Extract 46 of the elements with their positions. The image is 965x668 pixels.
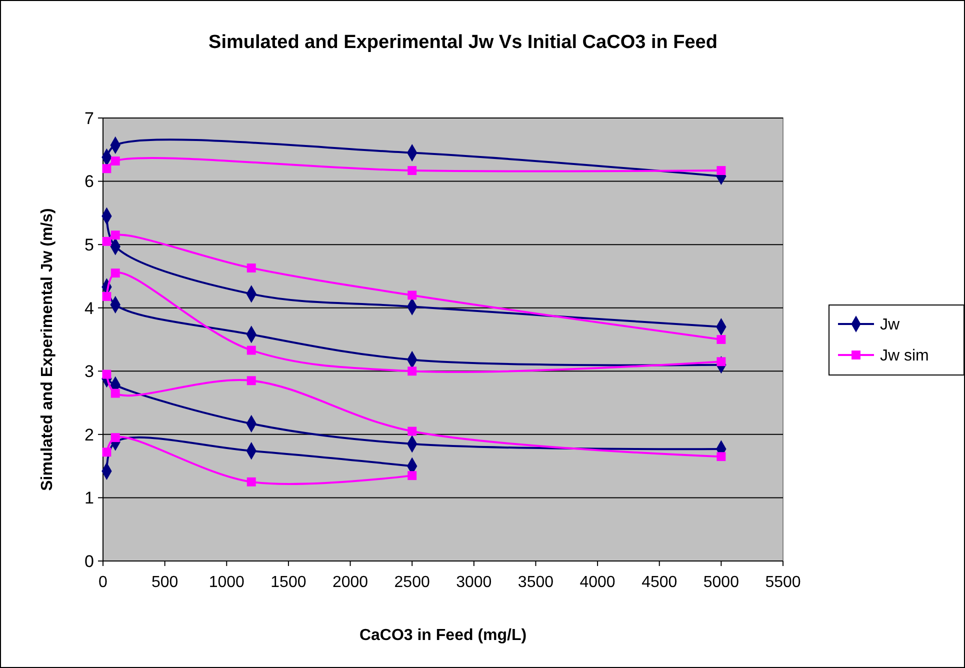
x-axis-title: CaCO3 in Feed (mg/L) bbox=[359, 627, 527, 644]
y-tick-label: 3 bbox=[84, 362, 94, 382]
y-tick-label: 1 bbox=[84, 488, 94, 508]
chart-title: Simulated and Experimental Jw Vs Initial CaCO3 in Feed bbox=[208, 32, 718, 53]
point bbox=[408, 366, 417, 376]
x-tick-label: 4500 bbox=[642, 574, 678, 591]
x-tick-label: 5500 bbox=[765, 574, 801, 591]
point bbox=[246, 477, 256, 486]
point bbox=[110, 433, 120, 442]
x-tick-label: 4000 bbox=[580, 574, 616, 591]
legend-label: Jw sim bbox=[880, 348, 929, 365]
point bbox=[408, 426, 417, 436]
y-tick-label: 4 bbox=[84, 298, 94, 318]
x-tick-label: 2000 bbox=[332, 574, 368, 591]
point bbox=[102, 448, 112, 457]
x-tick-label: 3500 bbox=[518, 574, 554, 591]
point bbox=[102, 236, 112, 246]
y-axis-title: Simulated and Experimental Jw (m/s) bbox=[39, 208, 56, 491]
y-tick-label: 2 bbox=[84, 425, 94, 444]
point bbox=[102, 164, 112, 174]
point bbox=[246, 346, 256, 355]
point bbox=[716, 166, 726, 175]
legend-label: Jw bbox=[880, 316, 900, 334]
y-tick-label: 6 bbox=[84, 172, 94, 192]
point bbox=[408, 471, 417, 480]
point bbox=[110, 230, 120, 240]
point bbox=[110, 388, 120, 398]
x-tick-label: 1500 bbox=[270, 574, 306, 591]
x-tick-label: 5000 bbox=[703, 574, 740, 591]
y-tick-label: 5 bbox=[84, 236, 94, 255]
x-tick-label: 0 bbox=[98, 574, 108, 591]
point bbox=[408, 166, 417, 175]
x-tick-label: 3000 bbox=[456, 574, 492, 591]
point bbox=[110, 268, 120, 278]
x-tick-label: 1000 bbox=[208, 574, 245, 591]
y-tick-label: 7 bbox=[84, 108, 94, 128]
point bbox=[716, 452, 726, 462]
point bbox=[102, 292, 112, 301]
point bbox=[408, 290, 417, 300]
point bbox=[246, 264, 256, 272]
x-tick-label: 2500 bbox=[394, 574, 430, 591]
y-tick-label: 0 bbox=[84, 552, 94, 571]
point bbox=[716, 335, 726, 344]
point bbox=[246, 376, 256, 386]
x-tick-label: 500 bbox=[151, 574, 178, 591]
point bbox=[110, 156, 120, 166]
